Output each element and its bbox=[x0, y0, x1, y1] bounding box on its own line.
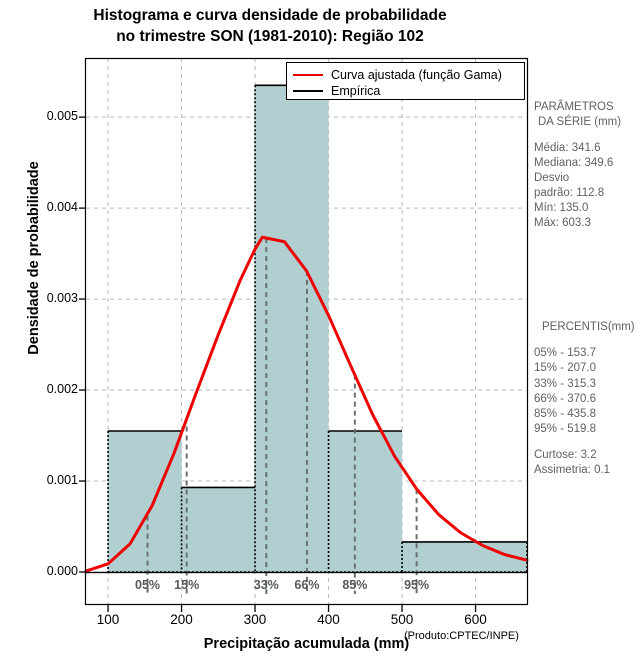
percentis-panel-rows: 05% - 153.7 15% - 207.0 33% - 315.3 66% - 3… bbox=[534, 346, 640, 437]
percentile-label-66: 66% bbox=[294, 578, 320, 592]
percentile-label-15: 15% bbox=[174, 578, 200, 592]
y-tick-label: 0.003 bbox=[46, 291, 78, 306]
percentile-lines bbox=[146, 238, 418, 594]
percentile-row: 15% - 207.0 bbox=[534, 362, 597, 375]
percentis-panel-extra: Curtose: 3.2 Assimetria: 0.1 bbox=[534, 448, 640, 478]
x-axis-label: Precipitação acumulada (mm) bbox=[203, 636, 410, 652]
legend-label-empirica: Empírica bbox=[331, 84, 381, 98]
y-tick-label: 0.000 bbox=[46, 564, 78, 578]
percentile-row: 33% - 315.3 bbox=[534, 377, 597, 390]
y-tick-label: 0.001 bbox=[46, 473, 78, 488]
moment-row: Curtose: 3.2 bbox=[534, 449, 597, 462]
params-panel-rows: Média: 341.6 Mediana: 349.6 Desvio padrão: … bbox=[534, 141, 640, 231]
y-tick-label: 0.004 bbox=[46, 200, 78, 215]
legend-swatch-curva bbox=[293, 74, 323, 76]
percentile-label-33: 33% bbox=[253, 578, 279, 592]
percentile-label-85: 85% bbox=[342, 578, 368, 592]
x-axis-source-note: (Produto:CPTEC/INPE) bbox=[404, 630, 519, 642]
chart-title-line2: no trimestre SON (1981-2010): Região 102 bbox=[116, 27, 424, 45]
params-panel-header-line1: PARÂMETROS bbox=[534, 101, 614, 113]
params-row: Máx: 603.3 bbox=[534, 216, 591, 229]
percentile-row: 66% - 370.6 bbox=[534, 392, 597, 405]
x-tick-label: 400 bbox=[317, 612, 340, 627]
percentile-row: 05% - 153.7 bbox=[534, 347, 597, 360]
chart-title-line1: Histograma e curva densidade de probabil… bbox=[93, 7, 447, 24]
percentile-label-05: 05% bbox=[135, 578, 161, 592]
percentile-label-95: 95% bbox=[404, 578, 430, 592]
x-tick-label: 100 bbox=[96, 612, 120, 627]
params-panel: PARÂMETROS DA SÉRIE (mm) Média: 341.6 Med… bbox=[534, 100, 640, 231]
chart-title: Histograma e curva densidade de probabil… bbox=[0, 6, 540, 47]
gamma-curve bbox=[84, 235, 529, 573]
percentile-row: 95% - 519.8 bbox=[534, 423, 597, 436]
x-tick-label: 600 bbox=[464, 612, 487, 627]
percentis-panel: PERCENTIS(mm) 05% - 153.7 15% - 207.0 33% … bbox=[534, 320, 640, 479]
params-row: Média: 341.6 bbox=[534, 141, 601, 154]
percentis-panel-header: PERCENTIS(mm) bbox=[542, 321, 635, 333]
params-row: Mín: 135.0 bbox=[534, 201, 589, 214]
y-tick-label: 0.005 bbox=[46, 109, 78, 124]
legend-item-empirica: Empírica bbox=[293, 83, 518, 99]
axis-ticks bbox=[79, 116, 477, 612]
params-panel-header-line2: DA SÉRIE (mm) bbox=[538, 115, 622, 128]
chart-legend: Curva ajustada (função Gama) Empírica bbox=[286, 62, 525, 100]
legend-item-curva: Curva ajustada (função Gama) bbox=[293, 67, 518, 83]
legend-label-curva: Curva ajustada (função Gama) bbox=[331, 68, 502, 82]
histogram-bars bbox=[107, 84, 528, 573]
x-tick-label: 200 bbox=[170, 612, 193, 627]
plot-frame bbox=[84, 57, 529, 606]
params-row: padrão: 112.8 bbox=[534, 186, 605, 199]
y-tick-label: 0.002 bbox=[46, 382, 78, 397]
legend-swatch-empirica bbox=[293, 90, 323, 92]
params-row: Mediana: 349.6 bbox=[534, 156, 614, 169]
params-row: Desvio bbox=[534, 171, 570, 184]
moment-row: Assimetria: 0.1 bbox=[534, 464, 611, 477]
x-tick-label: 500 bbox=[390, 612, 414, 627]
percentile-row: 85% - 435.8 bbox=[534, 407, 597, 420]
x-tick-label: 300 bbox=[243, 612, 267, 627]
